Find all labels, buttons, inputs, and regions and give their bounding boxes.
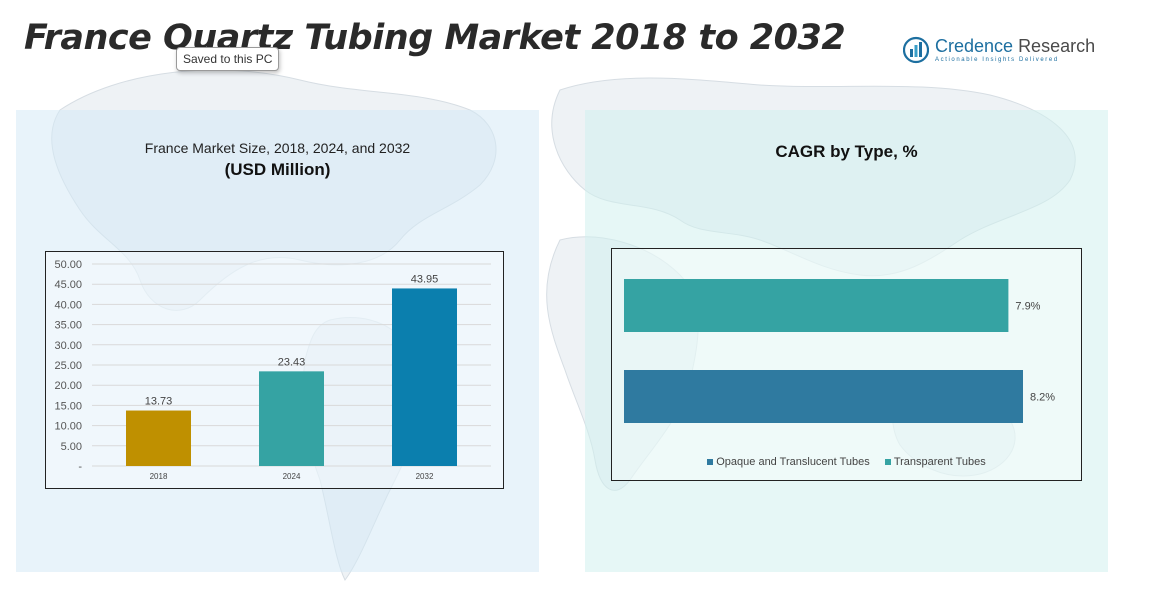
y-tick-label: 30.00 [54,340,82,352]
y-tick-label: 20.00 [54,380,82,392]
y-tick-label: 15.00 [54,400,82,412]
cagr-bar-transparent [624,279,1009,332]
market-size-chart: - 5.00 10.00 15.00 20.00 25.00 30.00 35.00 40.00… [45,251,504,489]
cagr-value-label: 8.2% [1030,392,1055,404]
cagr-legend: Opaque and Translucent Tubes Transparent… [612,456,1081,468]
cagr-bar-opaque [624,370,1023,423]
bar-2032 [392,288,457,466]
market-size-unit: (USD Million) [224,160,331,179]
y-tick-label: 40.00 [54,299,82,311]
credence-research-logo[interactable]: Credence Research Actionable Insights De… [903,36,1095,64]
cagr-title: CAGR by Type, % [775,142,918,161]
market-size-bar-chart: - 5.00 10.00 15.00 20.00 25.00 30.00 35.00 40.00… [54,259,491,481]
bar-value-label: 13.73 [145,396,173,408]
y-tick-label: 25.00 [54,360,82,372]
logo-name: Credence Research [935,37,1095,55]
bar-2024 [259,371,324,466]
legend-label-opaque: Opaque and Translucent Tubes [716,456,870,468]
x-tick-label: 2018 [150,472,168,481]
legend-swatch-transparent [884,459,891,465]
x-tick-label: 2032 [416,472,434,481]
y-tick-label: 45.00 [54,279,82,291]
cagr-panel: CAGR by Type, % [585,110,1108,572]
x-tick-label: 2024 [283,472,301,481]
cagr-value-label: 7.9% [1015,301,1040,313]
logo-tagline: Actionable Insights Delivered [935,57,1059,63]
logo-name-credence: Credence [935,36,1014,56]
legend-swatch-opaque [707,459,714,465]
bar-value-label: 23.43 [278,356,306,368]
logo-name-research: Research [1018,36,1096,56]
legend-item-transparent: Transparent Tubes [884,456,986,468]
cagr-bar-chart: 7.9% 8.2% [624,279,1055,423]
y-tick-label: - [78,461,82,473]
y-tick-label: 35.00 [54,320,82,332]
page-title: France Quartz Tubing Market 2018 to 2032 [24,18,846,58]
bar-2018 [126,410,191,466]
y-tick-label: 50.00 [54,259,82,271]
market-size-subtitle: France Market Size, 2018, 2024, and 2032 [144,140,411,156]
saved-tooltip: Saved to this PC [176,47,280,71]
y-tick-label: 5.00 [61,441,82,453]
y-tick-label: 10.00 [54,421,82,433]
legend-item-opaque: Opaque and Translucent Tubes [707,456,870,468]
legend-label-transparent: Transparent Tubes [893,456,986,468]
bar-value-label: 43.95 [411,273,439,285]
cagr-chart: 7.9% 8.2% Opaque and Translucent Tubes Tr… [611,248,1082,481]
bar-chart-logo-icon [903,36,929,64]
